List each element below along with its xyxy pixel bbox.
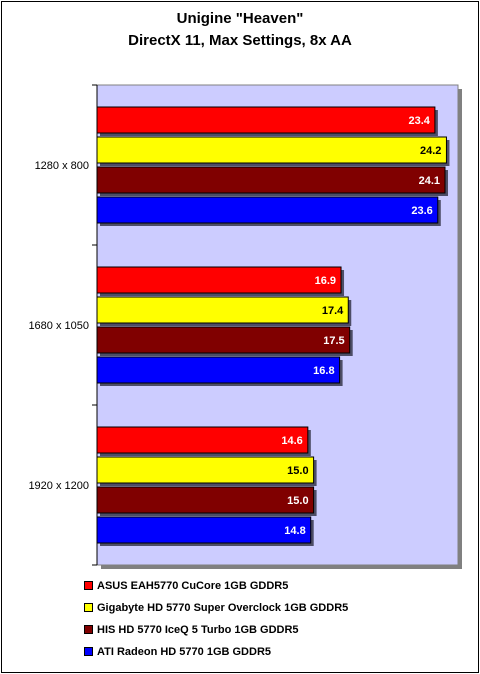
bar-value-label: 14.8	[284, 525, 305, 537]
legend-item: Gigabyte HD 5770 Super Overclock 1GB GDD…	[84, 600, 348, 616]
category-label: 1920 x 1200	[28, 480, 89, 492]
bar-value-label: 15.0	[287, 495, 308, 507]
legend-label: HIS HD 5770 IceQ 5 Turbo 1GB GDDR5	[97, 624, 299, 636]
legend-label: ASUS EAH5770 CuCore 1GB GDDR5	[97, 580, 289, 592]
bar-value-label: 24.1	[419, 175, 440, 187]
bar	[96, 266, 342, 294]
bar	[96, 296, 349, 324]
bar-value-label: 17.4	[322, 305, 344, 317]
bar-value-label: 15.0	[287, 465, 308, 477]
bar	[96, 356, 341, 384]
bar	[96, 456, 315, 484]
chart-title: Unigine "Heaven"	[176, 10, 304, 27]
legend-swatch	[84, 580, 93, 590]
legend-swatch	[84, 602, 93, 612]
legend-item: HIS HD 5770 IceQ 5 Turbo 1GB GDDR5	[84, 622, 299, 638]
legend-swatch	[84, 646, 93, 656]
legend-label: Gigabyte HD 5770 Super Overclock 1GB GDD…	[97, 602, 349, 614]
category-label: 1680 x 1050	[28, 320, 89, 332]
bar-value-label: 17.5	[323, 335, 344, 347]
legend-label: ATI Radeon HD 5770 1GB GDDR5	[97, 646, 272, 658]
bar-value-label: 16.9	[315, 275, 336, 287]
legend-item: ASUS EAH5770 CuCore 1GB GDDR5	[84, 578, 288, 594]
bar	[96, 106, 436, 134]
bar	[96, 136, 447, 164]
bar-value-label: 23.6	[411, 205, 432, 217]
bar	[96, 196, 439, 224]
bar-value-label: 14.6	[281, 435, 302, 447]
bar-value-label: 16.8	[313, 365, 334, 377]
category-label: 1280 x 800	[35, 160, 89, 172]
bar	[96, 486, 315, 514]
legend-item: ATI Radeon HD 5770 1GB GDDR5	[84, 644, 271, 660]
bar-value-label: 24.2	[420, 145, 441, 157]
bar	[96, 326, 351, 354]
bar	[96, 166, 446, 194]
bar-value-label: 23.4	[408, 115, 430, 127]
bar	[96, 516, 312, 544]
bar	[96, 426, 309, 454]
chart-subtitle: DirectX 11, Max Settings, 8x AA	[128, 32, 352, 49]
legend-swatch	[84, 624, 93, 634]
